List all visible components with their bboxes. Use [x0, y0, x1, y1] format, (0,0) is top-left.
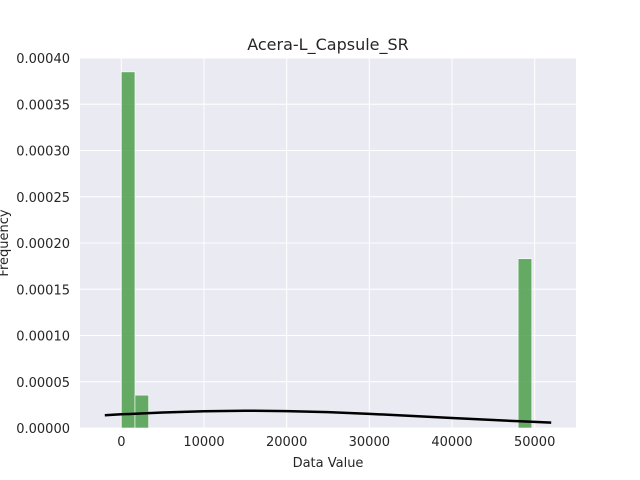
y-axis-label: Frequency — [0, 209, 12, 276]
grid-lines — [80, 57, 576, 429]
x-tick-label: 50000 — [514, 435, 555, 450]
y-tick-label: 0.00015 — [16, 283, 70, 298]
histogram-bar — [517, 258, 533, 429]
x-axis-label: Data Value — [293, 456, 364, 471]
y-tick-label: 0.00035 — [16, 98, 70, 113]
y-tick-label: 0.00005 — [16, 376, 70, 391]
y-tick-label: 0.00025 — [16, 191, 70, 206]
y-tick-label: 0.00000 — [16, 422, 70, 437]
x-tick-label: 0 — [117, 435, 125, 450]
histogram-bar — [134, 394, 149, 429]
x-tick-label: 30000 — [349, 435, 390, 450]
x-tick-label: 40000 — [431, 435, 472, 450]
x-tick-label: 10000 — [183, 435, 224, 450]
y-axis-ticks: 0.00000 0.00005 0.00010 0.00015 0.00020 0.000… — [16, 52, 70, 437]
y-tick-label: 0.00020 — [16, 237, 70, 252]
x-tick-label: 20000 — [266, 435, 307, 450]
y-tick-label: 0.00010 — [16, 330, 70, 345]
chart-title: Acera-L_Capsule_SR — [247, 35, 409, 55]
histogram-bars — [121, 71, 533, 429]
x-axis-ticks: 0 10000 20000 30000 40000 50000 — [117, 435, 555, 450]
kde-curve — [104, 409, 552, 424]
histogram-bar — [121, 71, 136, 429]
y-tick-label: 0.00040 — [16, 52, 70, 67]
y-tick-label: 0.00030 — [16, 145, 70, 160]
